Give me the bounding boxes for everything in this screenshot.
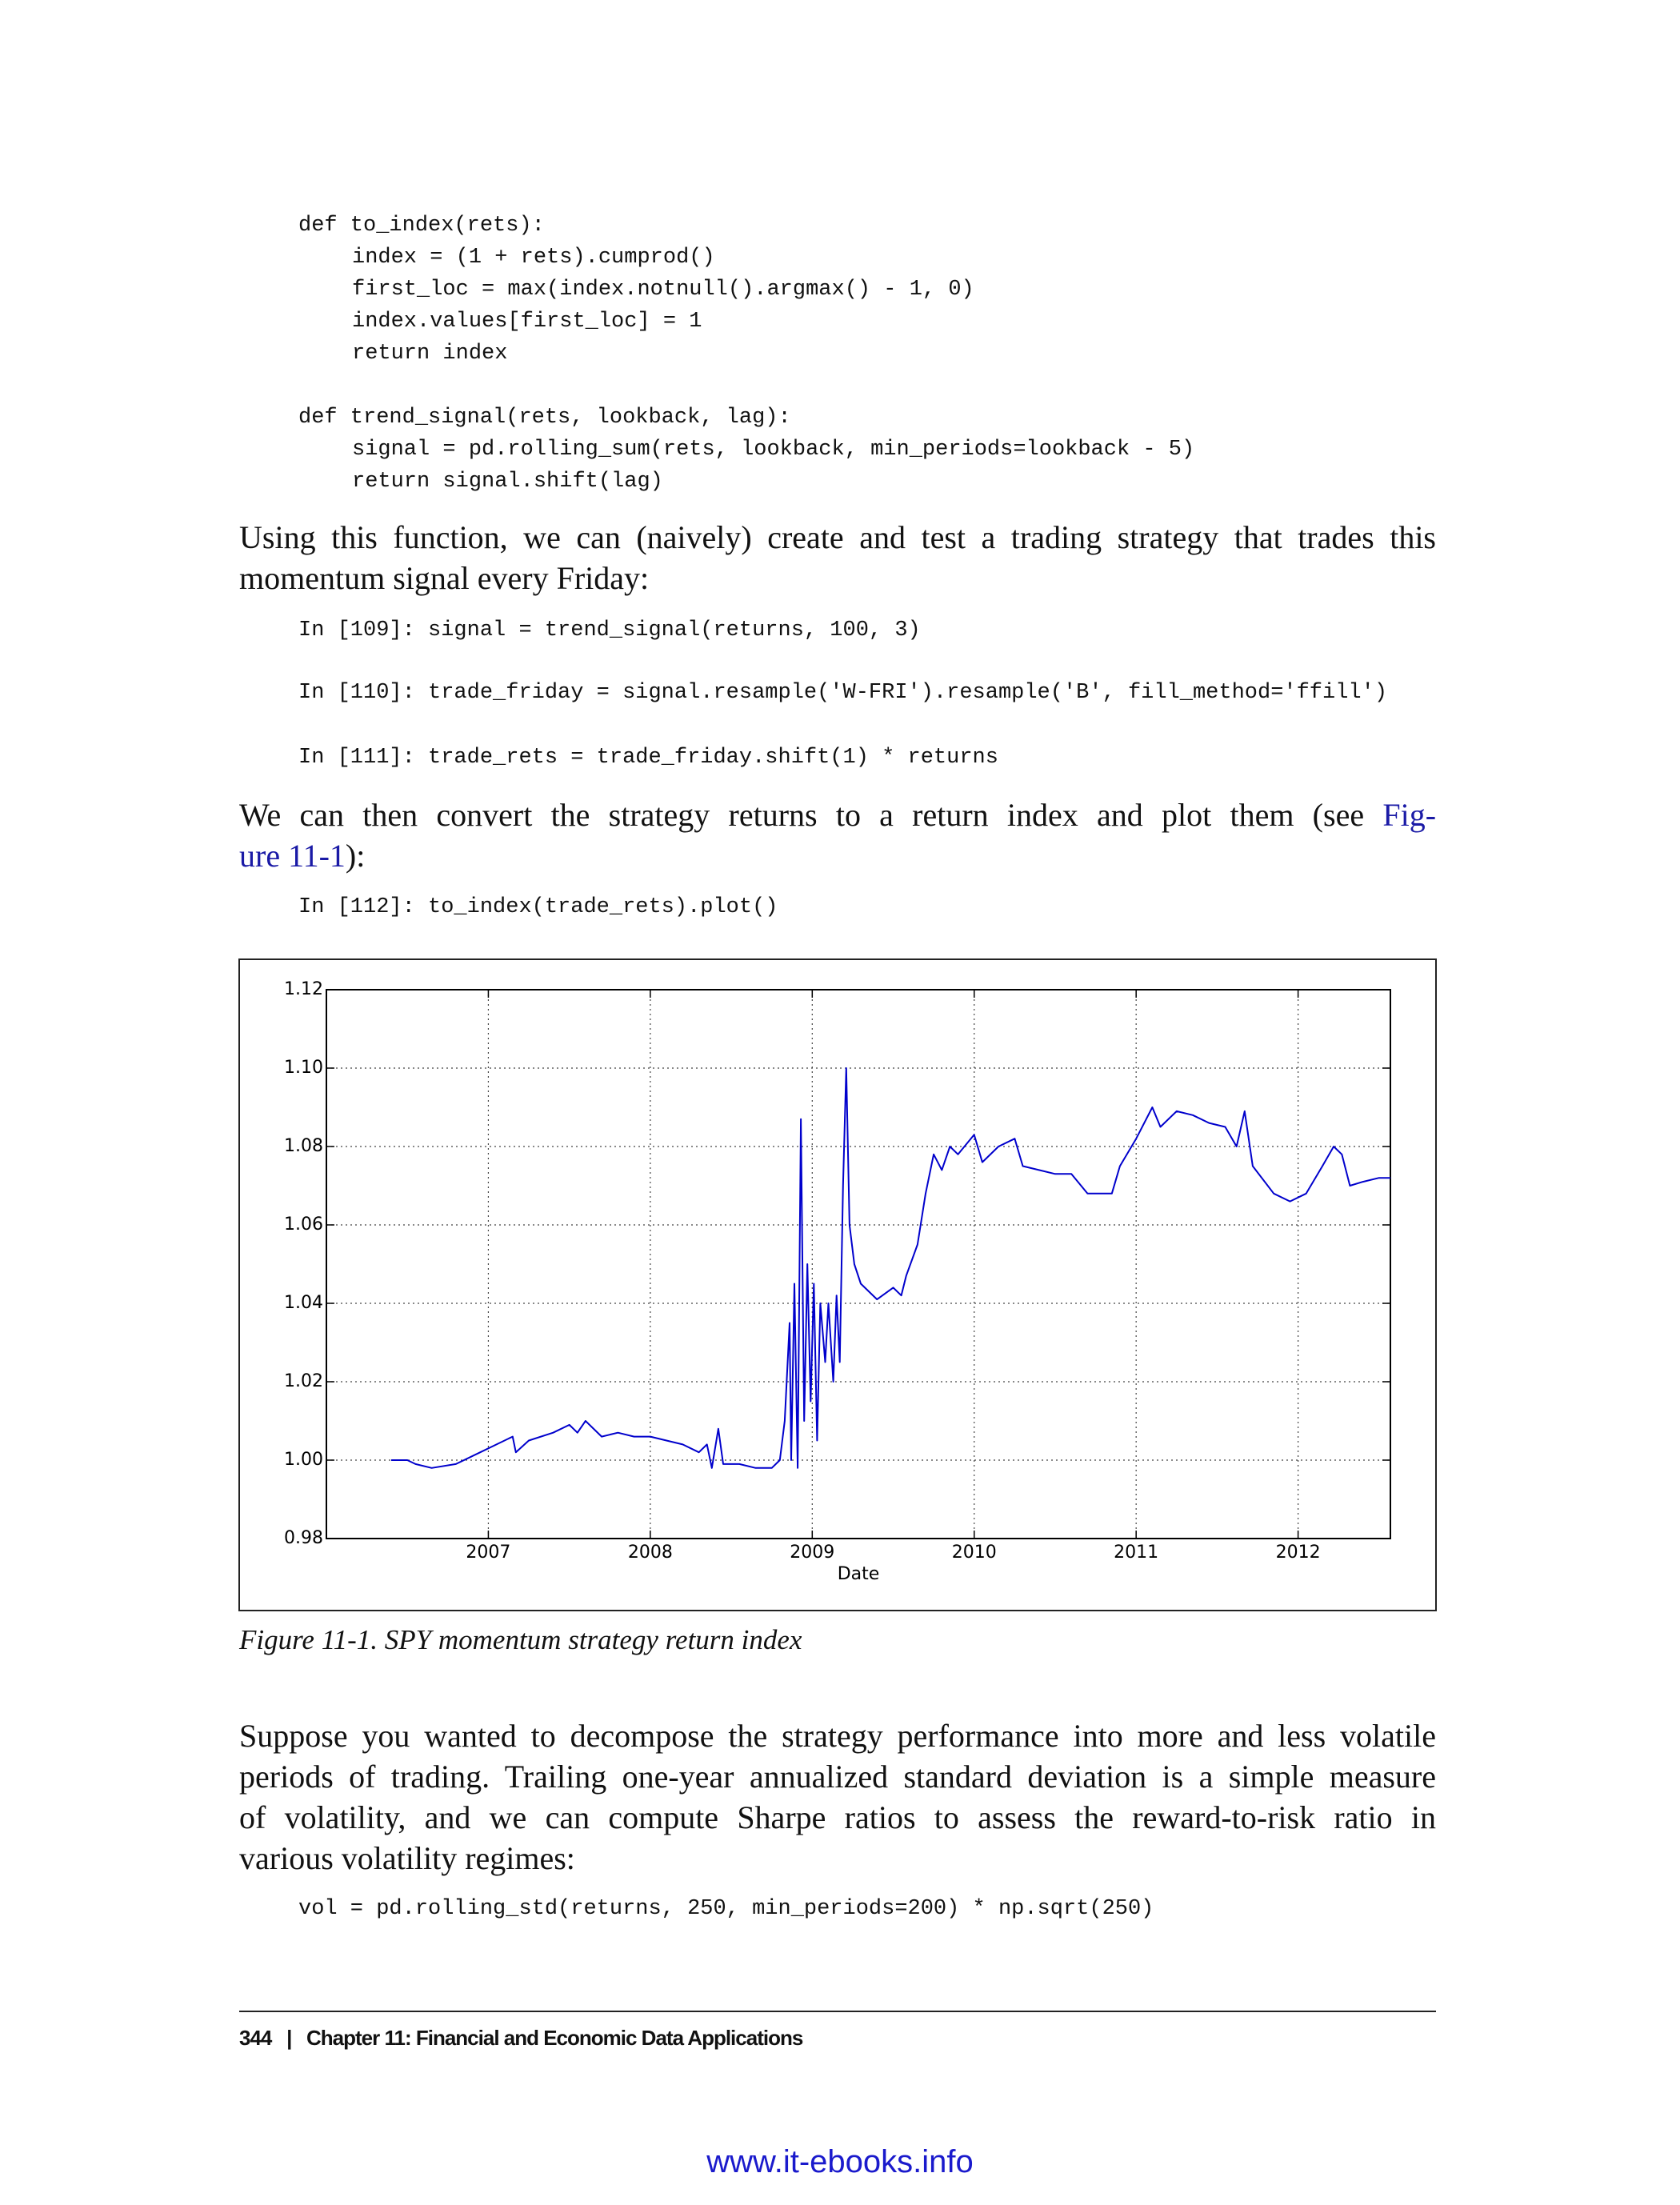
x-tick-label: 2008 (628, 1543, 673, 1563)
code-line: def to_index(rets): (298, 214, 545, 238)
figure-frame (238, 958, 1437, 1611)
figure-caption: Figure 11-1. SPY momentum strategy retur… (239, 1624, 802, 1655)
x-tick-label: 2010 (952, 1543, 997, 1563)
code-line: first_loc = max(index.notnull().argmax()… (352, 278, 974, 302)
figure-link[interactable]: Fig- (1382, 797, 1437, 833)
code-line: return index (352, 342, 508, 366)
paragraph-line: ure 11-1): (239, 835, 1436, 876)
code-line: index = (1 + rets).cumprod() (352, 246, 715, 270)
separator: | (286, 2026, 292, 2050)
paragraph-line: of volatility, and we can compute Sharpe… (239, 1799, 1436, 1835)
paragraph-line: Suppose you wanted to decompose the stra… (239, 1718, 1436, 1754)
x-axis-label: Date (838, 1564, 880, 1584)
y-tick-label: 1.10 (284, 1058, 323, 1078)
paragraph-line: periods of trading. Trailing one-year an… (239, 1759, 1436, 1795)
code-line: In [109]: signal = trend_signal(returns,… (298, 618, 921, 642)
x-tick-label: 2007 (466, 1543, 510, 1563)
plot-frame (326, 989, 1391, 1539)
y-tick-label: 1.04 (284, 1293, 323, 1313)
code-line: In [110]: trade_friday = signal.resample… (298, 681, 1388, 705)
paragraph-line: momentum signal every Friday: (239, 560, 650, 596)
code-line: In [111]: trade_rets = trade_friday.shif… (298, 746, 998, 770)
code-line: In [112]: to_index(trade_rets).plot() (298, 895, 778, 919)
chapter-title: Chapter 11: Financial and Economic Data … (306, 2026, 803, 2050)
paragraph-line: various volatility regimes: (239, 1840, 575, 1876)
page-number: 344 (239, 2026, 272, 2050)
code-line: return signal.shift(lag) (352, 470, 663, 494)
y-tick-label: 1.02 (284, 1371, 323, 1391)
figure-link[interactable]: ure 11-1 (239, 838, 346, 874)
paragraph-line: We can then convert the strategy returns… (239, 794, 1436, 835)
text: ): (345, 838, 366, 874)
paragraph-line: Using this function, we can (naively) cr… (239, 519, 1436, 555)
y-tick-label: 0.98 (284, 1528, 323, 1548)
footer-rule (239, 2011, 1436, 2012)
y-tick-label: 1.08 (284, 1136, 323, 1156)
y-tick-label: 1.00 (284, 1450, 323, 1470)
x-tick-label: 2012 (1276, 1543, 1321, 1563)
code-line: index.values[first_loc] = 1 (352, 310, 702, 334)
watermark[interactable]: www.it-ebooks.info (706, 2144, 974, 2179)
y-tick-label: 1.06 (284, 1215, 323, 1235)
chart: Date 0.98 1.00 1.02 1.04 1.06 1.08 1.10 1.12 200… (238, 958, 1437, 1611)
text: We can then convert the strategy returns… (239, 797, 1365, 833)
code-line: vol = pd.rolling_std(returns, 250, min_p… (298, 1897, 1154, 1921)
x-tick-label: 2011 (1114, 1543, 1158, 1563)
footer: 344 | Chapter 11: Financial and Economic… (239, 2026, 803, 2051)
data-line (391, 1067, 1390, 1469)
code-line: def trend_signal(rets, lookback, lag): (298, 406, 791, 430)
code-line: signal = pd.rolling_sum(rets, lookback, … (352, 438, 1195, 462)
x-tick-label: 2009 (790, 1543, 834, 1563)
y-tick-label: 1.12 (284, 979, 323, 999)
